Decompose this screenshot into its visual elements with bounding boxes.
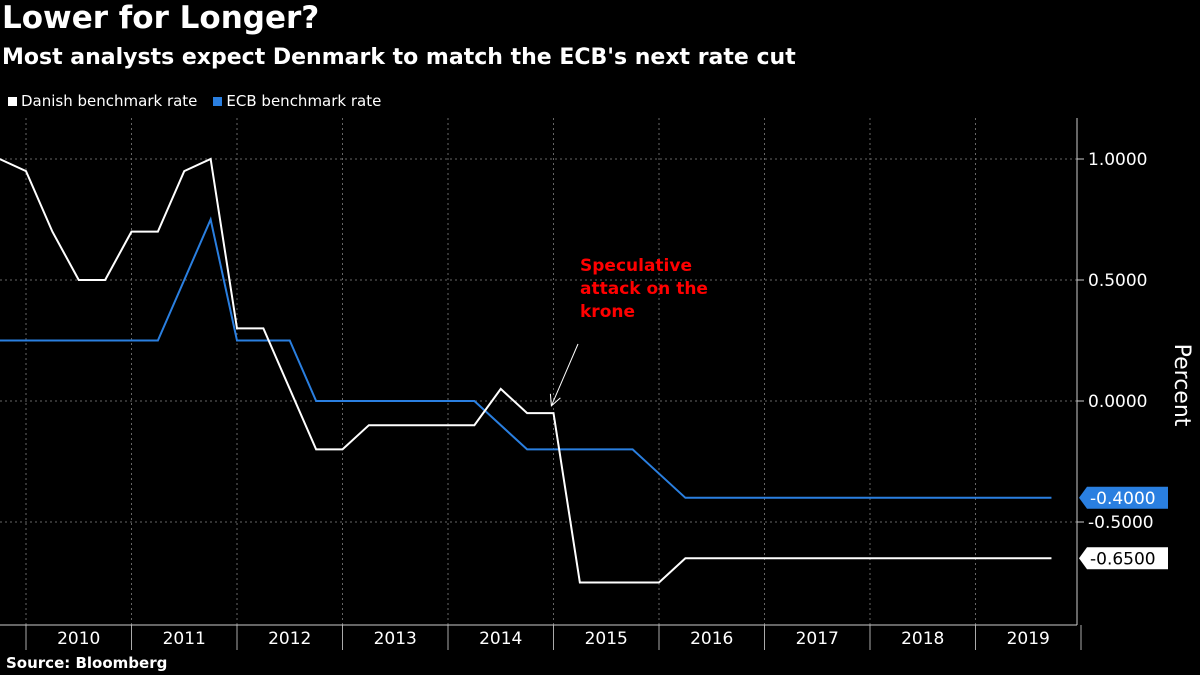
series-line-ecb [0,216,1052,499]
legend: Danish benchmark rate ECB benchmark rate [8,92,381,110]
last-value-tag-ecb: -0.4000 [1079,486,1168,509]
y-tick-label: 0.5000 [1088,271,1147,291]
chart-title: Lower for Longer? [2,0,320,36]
legend-swatch-ecb [213,96,223,106]
chart-subtitle: Most analysts expect Denmark to match th… [2,45,796,70]
source-note: Source: Bloomberg [6,654,168,672]
x-tick-label: 2018 [901,629,944,649]
annotation-arrow [550,343,579,407]
x-tick-label: 2017 [796,629,839,649]
y-tick-label: 1.0000 [1088,150,1147,170]
last-value-tag-bg [1079,547,1168,570]
last-value-tag-label: -0.6500 [1090,549,1156,569]
series-line-danish [0,157,1052,584]
y-tick-label: -0.5000 [1088,513,1154,533]
annotation-text: attack on the [580,279,708,299]
x-tick-label: 2011 [163,629,206,649]
legend-item-danish: Danish benchmark rate [8,92,197,110]
x-tick-label: 2016 [690,629,733,649]
x-tick-label: 2010 [57,629,100,649]
last-value-tag-danish: -0.6500 [1079,547,1168,570]
x-tick-label: 2012 [268,629,311,649]
annotation-text: Speculative [580,256,692,276]
legend-swatch-danish [8,96,17,106]
legend-item-ecb: ECB benchmark rate [213,92,381,110]
last-value-tag-bg [1079,486,1168,509]
arrow-head-icon [549,393,561,407]
x-tick-label: 2019 [1007,629,1050,649]
x-tick-label: 2014 [479,629,522,649]
last-value-tag-label: -0.4000 [1090,489,1156,509]
x-tick-label: 2013 [374,629,417,649]
legend-label-ecb: ECB benchmark rate [226,92,382,110]
x-tick-label: 2015 [585,629,628,649]
y-tick-label: 0.0000 [1088,392,1147,412]
y-axis-title: Percent [1169,344,1194,427]
legend-label-danish: Danish benchmark rate [21,92,198,110]
annotation-text: krone [580,302,635,322]
